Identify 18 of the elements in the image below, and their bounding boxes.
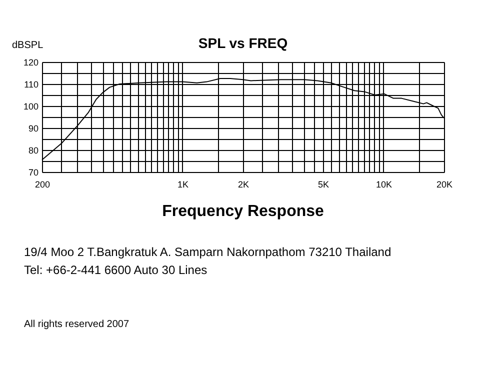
x-tick-label: 200 — [34, 180, 50, 190]
y-axis-title: dBSPL — [12, 40, 44, 51]
x-tick-label: 2K — [238, 180, 250, 190]
y-tick-label: 110 — [24, 80, 38, 90]
text: All rights reserved 2007 — [24, 319, 130, 330]
x-tick-label: 1K — [177, 180, 188, 190]
text: Tel: +66-2-441 6600 Auto 30 Lines — [24, 263, 208, 277]
x-axis-title: Frequency Response — [162, 203, 324, 220]
x-tick-label: 20K — [436, 180, 453, 190]
y-tick-label: 80 — [28, 146, 38, 156]
y-tick-label: 100 — [23, 102, 38, 112]
x-tick-label: 5K — [318, 180, 329, 190]
text: 19/4 Moo 2 T.Bangkratuk A. Samparn Nakornpathom 73210 Thailand — [24, 245, 392, 259]
y-tick-label: 90 — [28, 124, 38, 134]
y-tick-label: 70 — [28, 168, 38, 178]
chart-title: SPL vs FREQ — [198, 35, 288, 51]
x-tick-label: 10K — [376, 180, 392, 190]
y-tick-label: 120 — [23, 58, 38, 68]
